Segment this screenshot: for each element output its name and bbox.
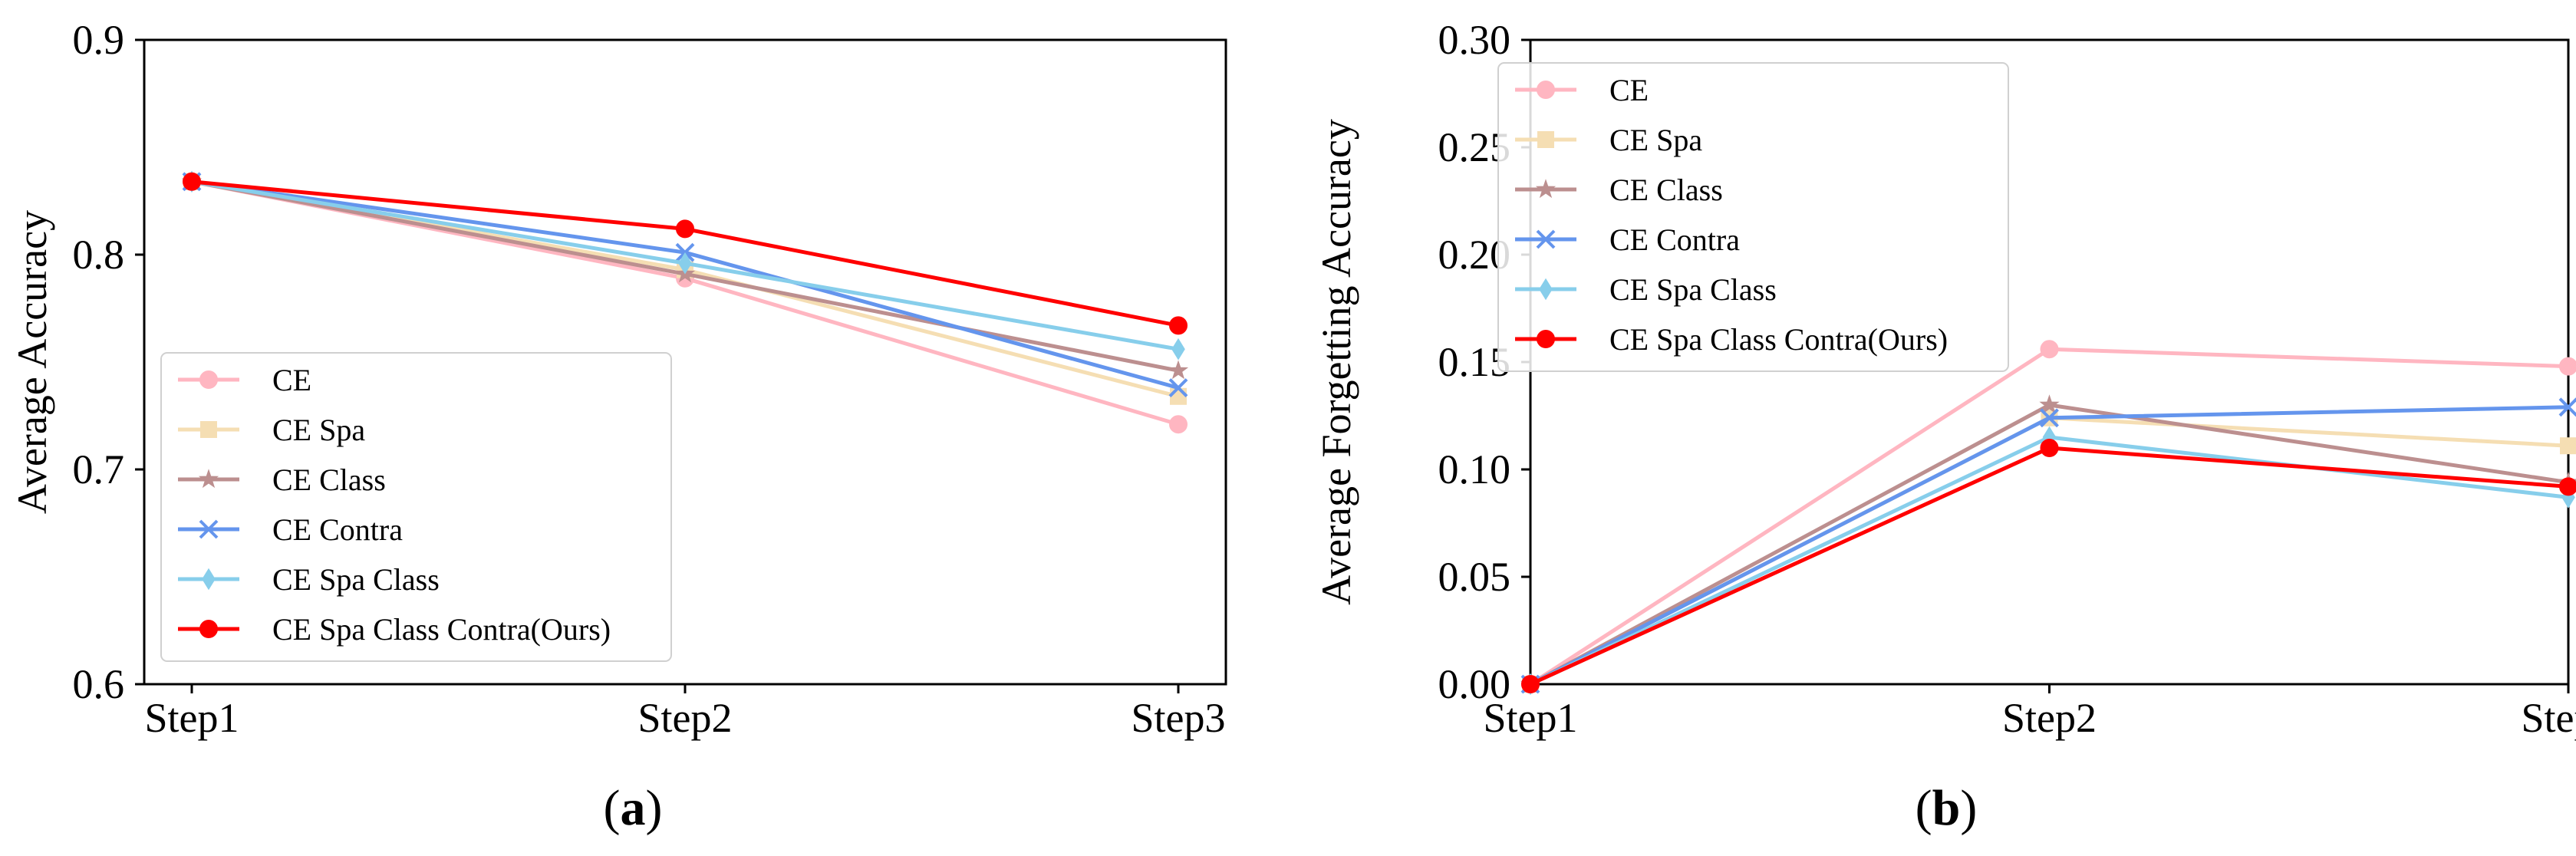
legend-label: CE Spa Class: [1609, 272, 1777, 307]
legend-swatch-marker: [198, 469, 219, 489]
data-point: [183, 172, 201, 191]
series-ce-spa-class: [1524, 426, 2575, 696]
panel-label-close: ): [646, 780, 663, 836]
panel-label-letter: b: [1932, 780, 1961, 836]
legend-label: CE Contra: [272, 512, 403, 547]
legend-label: CE Spa: [1609, 123, 1702, 157]
data-point: [2039, 394, 2060, 414]
data-point: [2040, 408, 2059, 428]
legend-box: [160, 352, 672, 662]
legend: CE CE Spa CE Class CE Contra CE Spa Class CE …: [1497, 62, 2009, 372]
data-point: [1170, 387, 1187, 405]
data-point: [1171, 337, 1185, 361]
series-ce-spa-class: [185, 170, 1185, 361]
x-tick-label: Step1: [1483, 695, 1577, 741]
y-tick-label: 0.05: [1438, 554, 1511, 600]
y-tick-label: 0.8: [73, 232, 125, 278]
data-point: [1521, 675, 1540, 693]
data-point: [676, 219, 694, 239]
panel-label: (b): [1916, 780, 1978, 836]
x-tick-label: Step2: [2002, 695, 2097, 741]
y-tick-label: 0.00: [1438, 661, 1511, 707]
legend-label: CE Spa Class: [272, 562, 440, 597]
y-axis-title: Average Accuracy: [9, 210, 55, 514]
legend-swatch-marker: [1537, 131, 1554, 148]
data-point: [2560, 437, 2576, 455]
legend-swatch-marker: [1535, 179, 1556, 199]
panel-label-letter: a: [621, 780, 646, 836]
legend-swatch-marker: [1537, 81, 1555, 99]
data-point: [1168, 360, 1189, 380]
legend-swatch-marker: [199, 519, 219, 539]
legend-label: CE Contra: [1609, 222, 1740, 257]
panel-label-open: (: [1916, 780, 1932, 836]
data-point: [678, 252, 692, 275]
legend-swatch-marker: [1537, 330, 1555, 348]
legend-swatch-marker: [1539, 278, 1553, 301]
legend-swatch-marker: [202, 568, 216, 591]
panel-label-close: ): [1960, 780, 1977, 836]
y-axis-title: Average Forgetting Accuracy: [1313, 119, 1359, 605]
series-ce: [1521, 340, 2576, 693]
data-point: [2040, 439, 2059, 457]
data-point: [2558, 397, 2576, 417]
y-tick-label: 0.7: [73, 446, 125, 492]
series-ce-spa-class-contra-ours: [183, 172, 1188, 335]
legend-swatch-marker: [199, 620, 218, 638]
series-ce-spa-class-contra-ours: [1521, 439, 2576, 693]
y-tick-label: 0.30: [1438, 17, 1511, 63]
legend-label: CE Class: [272, 463, 386, 497]
legend-swatch-marker: [200, 421, 217, 438]
y-tick-label: 0.9: [73, 17, 125, 63]
data-point: [2559, 477, 2576, 496]
legend-label: CE Spa: [272, 413, 365, 447]
panel-label: (a): [604, 780, 663, 836]
x-tick-label: Step3: [1131, 695, 1225, 741]
legend-swatch-marker: [199, 370, 218, 389]
x-tick-label: Step3: [2521, 695, 2576, 741]
data-point: [1168, 378, 1188, 398]
y-tick-label: 0.6: [73, 661, 125, 707]
legend-swatch-marker-stroke-b: [199, 519, 219, 539]
legend-swatch-marker-stroke-b: [1536, 229, 1556, 249]
y-tick-label: 0.10: [1438, 446, 1511, 492]
legend-swatch-marker: [1536, 229, 1556, 249]
legend-label: CE Spa Class Contra(Ours): [272, 612, 611, 647]
chart-a: 0.6 0.7 0.8 0.9 Step1 Step2 Step3 Average Accur…: [9, 17, 1227, 836]
legend-label: CE Class: [1609, 173, 1723, 207]
panel-label-open: (: [604, 780, 621, 836]
data-point-stroke-b: [1168, 378, 1188, 398]
legend-label: CE: [272, 363, 311, 397]
data-point: [2040, 340, 2059, 359]
legend-label: CE: [1609, 73, 1649, 107]
data-point: [1169, 415, 1188, 434]
legend: CE CE Spa CE Class CE Contra CE Spa Class CE …: [160, 352, 672, 662]
legend-label: CE Spa Class Contra(Ours): [1609, 322, 1948, 357]
x-tick-label: Step2: [637, 695, 732, 741]
data-point-stroke-b: [2040, 408, 2059, 428]
data-point: [2559, 357, 2576, 376]
series-line: [1529, 446, 2569, 686]
data-point-stroke-b: [2558, 397, 2576, 417]
data-point: [1169, 316, 1188, 335]
legend-box: [1497, 62, 2009, 372]
x-tick-label: Step1: [144, 695, 239, 741]
